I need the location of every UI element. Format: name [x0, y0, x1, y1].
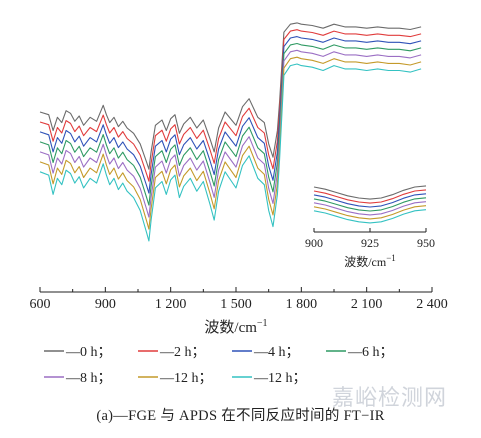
series-line-2	[39, 36, 422, 194]
x-axis-title: 波数/cm−1	[204, 318, 267, 336]
inset-x-tick-label: 900	[305, 236, 323, 250]
inset-background	[312, 168, 430, 234]
legend-label-1: —2 h；	[159, 345, 206, 360]
x-tick-label: 1 200	[155, 297, 187, 312]
inset-series-line-1	[313, 189, 427, 204]
figure-caption: (a)—FGE 与 APDS 在不同反应时间的 FT−IR	[96, 408, 385, 424]
ftir-chart: 600 900 1 200 1 500 1 800 2 100 2 400 波数/cm−1 9…	[30, 22, 448, 386]
inset-series-line-3	[313, 197, 427, 212]
inset-chart: 900 925 950 波数/cm−1	[305, 168, 435, 269]
legend: —0 h； —2 h； —4 h； —6 h； —8 h； —12 h； —12 h；	[44, 345, 394, 386]
inset-series-line-4	[313, 201, 427, 216]
series-line-0	[39, 22, 422, 170]
inset-x-tick-label: 925	[361, 236, 379, 250]
series-line-3	[39, 42, 422, 206]
series-line-5	[39, 56, 422, 230]
legend-label-4: —8 h；	[65, 371, 112, 386]
inset-x-axis-title: 波数/cm−1	[344, 253, 396, 269]
legend-label-5: —12 h；	[159, 371, 213, 386]
series-line-4	[39, 49, 422, 218]
main-x-axis: 600 900 1 200 1 500 1 800 2 100 2 400 波数/cm−1	[30, 287, 448, 336]
x-tick-label: 2 400	[416, 297, 448, 312]
inset-series-line-0	[313, 185, 427, 200]
x-tick-label: 1 500	[220, 297, 252, 312]
watermark: 嘉峪检测网	[332, 386, 448, 411]
legend-label-6: —12 h；	[253, 371, 307, 386]
legend-label-3: —6 h；	[347, 345, 394, 360]
x-tick-label: 900	[95, 297, 116, 312]
legend-label-2: —4 h；	[253, 345, 300, 360]
x-tick-label: 600	[30, 297, 51, 312]
legend-label-0: —0 h；	[65, 345, 112, 360]
inset-series-line-6	[313, 209, 427, 224]
series-line-6	[39, 63, 422, 242]
inset-series-line-2	[313, 193, 427, 208]
series-line-1	[39, 29, 422, 182]
inset-x-tick-label: 950	[417, 236, 435, 250]
x-tick-label: 2 100	[351, 297, 383, 312]
main-plot-series	[39, 22, 422, 242]
inset-series-line-5	[313, 205, 427, 220]
x-tick-label: 1 800	[286, 297, 318, 312]
